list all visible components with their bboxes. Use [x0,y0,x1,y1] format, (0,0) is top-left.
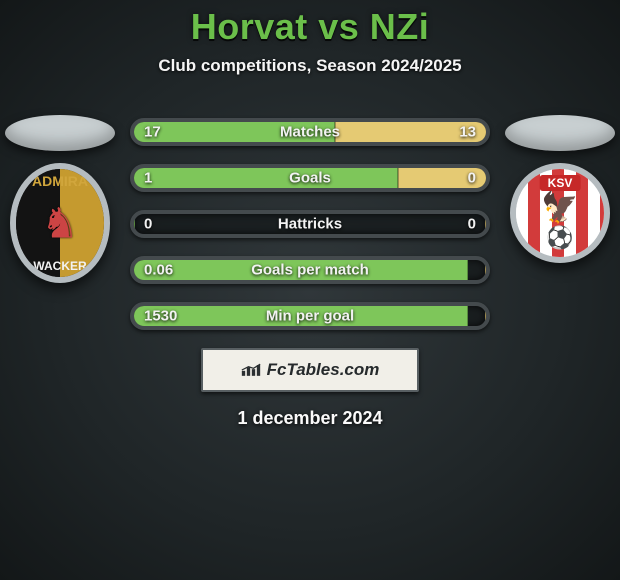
stat-label: Goals per match [251,262,369,279]
comparison-card: Horvat vs NZi Club competitions, Season … [0,0,620,580]
subtitle: Club competitions, Season 2024/2025 [0,56,620,76]
stat-value-left: 0.06 [144,262,173,279]
stat-label: Min per goal [266,308,354,325]
stat-row-hattricks: 0 Hattricks 0 [130,210,490,238]
stat-value-left: 17 [144,124,161,141]
chart-icon [241,363,261,377]
stat-value-right: 0 [468,216,476,233]
club-badge-left-text-bottom: WACKER [16,259,104,273]
stat-fill-right [485,260,486,280]
stat-value-left: 0 [144,216,152,233]
stat-label: Hattricks [278,216,342,233]
stat-label: Matches [280,124,340,141]
stat-row-matches: 17 Matches 13 [130,118,490,146]
stat-value-left: 1530 [144,308,177,325]
griffin-icon: ♞ [41,199,79,248]
stat-value-right: 13 [459,124,476,141]
page-title: Horvat vs NZi [0,0,620,48]
player-left: ADMIRA ♞ WACKER [0,115,130,283]
brand-plate: FcTables.com [201,348,419,392]
stat-row-mpg: 1530 Min per goal [130,302,490,330]
stat-row-gpm: 0.06 Goals per match [130,256,490,284]
stat-value-right: 0 [468,170,476,187]
eagle-icon: 🦅 [541,190,578,225]
club-badge-right-text: KSV [540,175,581,191]
stat-value-left: 1 [144,170,152,187]
stat-fill-left [134,214,135,234]
club-badge-left: ADMIRA ♞ WACKER [10,163,110,283]
club-badge-right: KSV 🦅 ⚽ [510,163,610,263]
player-right-silhouette [505,115,615,151]
ball-icon: ⚽ [546,225,573,251]
brand-text: FcTables.com [267,360,380,380]
stat-label: Goals [289,170,331,187]
stat-fill-right [485,214,486,234]
club-badge-left-text-top: ADMIRA [16,173,104,189]
generated-date: 1 december 2024 [0,408,620,429]
player-left-silhouette [5,115,115,151]
stat-fill-left [134,168,398,188]
stat-fill-right [485,306,486,326]
player-right: KSV 🦅 ⚽ [490,115,620,263]
stat-row-goals: 1 Goals 0 [130,164,490,192]
stat-bars: 17 Matches 13 1 Goals 0 0 Hattricks 0 0.… [130,118,490,330]
